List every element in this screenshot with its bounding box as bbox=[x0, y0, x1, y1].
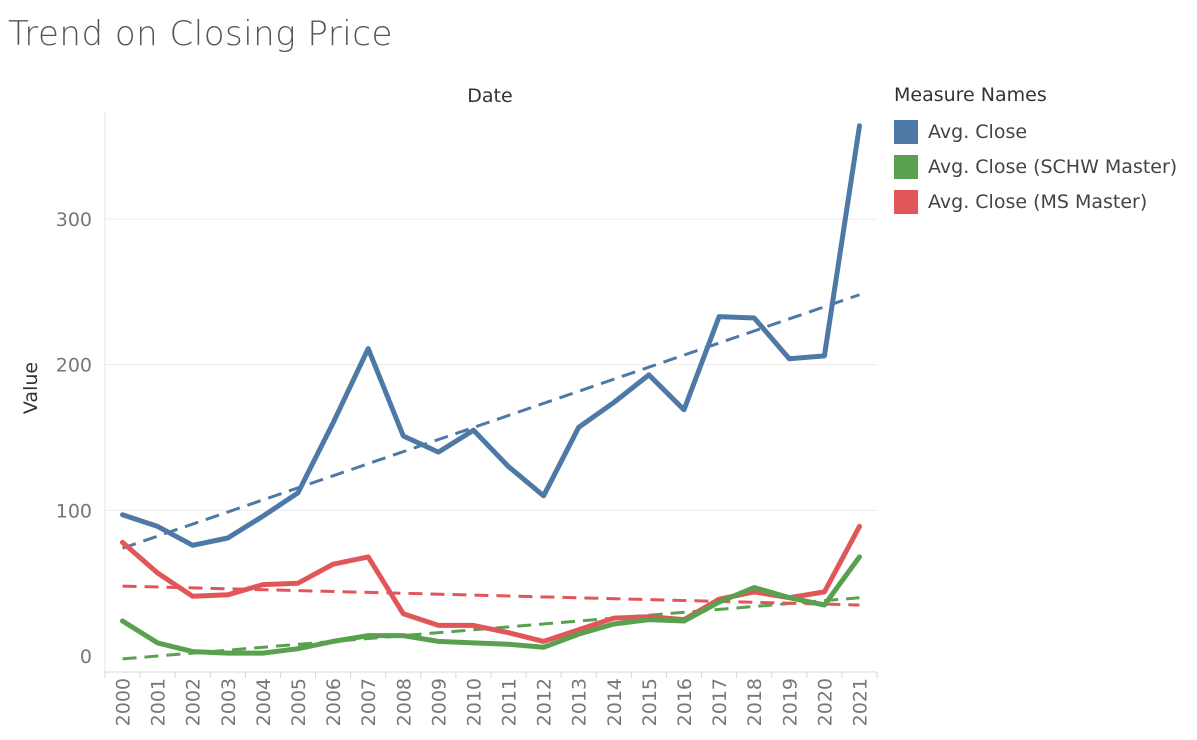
legend: Measure Names Avg. Close Avg. Close (SCH… bbox=[894, 84, 1177, 219]
x-tick-label: 2015 bbox=[639, 678, 661, 726]
x-tick-label: 2002 bbox=[183, 678, 205, 726]
y-tick-label: 0 bbox=[80, 646, 92, 668]
x-tick-label: 2013 bbox=[569, 678, 591, 726]
x-tick-label: 2017 bbox=[709, 678, 731, 726]
legend-label: Avg. Close (MS Master) bbox=[928, 190, 1148, 213]
x-tick-label: 2005 bbox=[288, 678, 310, 726]
legend-item-avg-close-schw[interactable]: Avg. Close (SCHW Master) bbox=[894, 149, 1177, 184]
y-tick-label: 100 bbox=[56, 500, 92, 522]
legend-item-avg-close[interactable]: Avg. Close bbox=[894, 114, 1177, 149]
y-tick-label: 300 bbox=[56, 209, 92, 231]
trend-lines bbox=[122, 293, 860, 661]
axes: 0 100 200 300 2000 2001 2002 2003 2004 2005 2006 20… bbox=[56, 112, 878, 726]
x-tick-label: 2004 bbox=[253, 678, 275, 726]
trend-line bbox=[122, 293, 860, 550]
legend-label: Avg. Close bbox=[928, 120, 1028, 143]
x-tick-label: 2009 bbox=[428, 678, 450, 726]
trend-line bbox=[122, 596, 860, 661]
x-tick-label: 2011 bbox=[499, 678, 521, 726]
x-tick-label: 2001 bbox=[148, 678, 170, 726]
legend-swatch bbox=[894, 154, 918, 179]
x-tick-label: 2012 bbox=[534, 678, 556, 726]
legend-swatch bbox=[894, 119, 918, 144]
x-tick-label: 2003 bbox=[218, 678, 240, 726]
legend-title: Measure Names bbox=[894, 84, 1047, 106]
series-line bbox=[120, 123, 862, 548]
x-tick-label: 2010 bbox=[463, 678, 485, 726]
x-tick-label: 2006 bbox=[323, 678, 345, 726]
series-lines bbox=[120, 123, 862, 656]
x-tick-label: 2000 bbox=[113, 678, 135, 726]
date-column-header: Date bbox=[467, 85, 512, 107]
gridlines bbox=[105, 218, 877, 511]
y-axis-label: Value bbox=[20, 362, 42, 414]
legend-item-avg-close-ms[interactable]: Avg. Close (MS Master) bbox=[894, 184, 1177, 219]
legend-label: Avg. Close (SCHW Master) bbox=[928, 155, 1178, 178]
x-tick-label: 2020 bbox=[814, 678, 836, 726]
legend-swatch bbox=[894, 189, 918, 214]
x-tick-label: 2014 bbox=[604, 678, 626, 726]
x-tick-label: 2007 bbox=[358, 678, 380, 726]
series-line bbox=[120, 523, 862, 644]
x-tick-label: 2019 bbox=[779, 678, 801, 726]
x-tick-label: 2016 bbox=[674, 678, 696, 726]
x-tick-label: 2018 bbox=[744, 678, 766, 726]
chart-title: Trend on Closing Price bbox=[8, 14, 393, 54]
x-tick-label: 2021 bbox=[849, 678, 871, 726]
series-line bbox=[120, 554, 862, 656]
y-tick-label: 200 bbox=[56, 355, 92, 377]
x-tick-label: 2008 bbox=[393, 678, 415, 726]
